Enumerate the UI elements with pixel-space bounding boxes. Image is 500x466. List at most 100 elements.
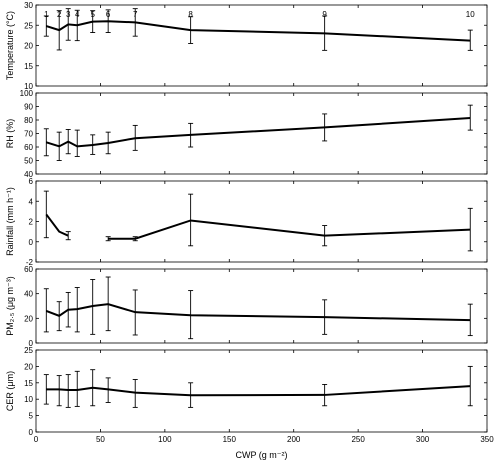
error-bar bbox=[188, 382, 194, 408]
y-tick-label: 10 bbox=[24, 82, 33, 91]
error-bar bbox=[188, 122, 194, 148]
error-bar bbox=[188, 193, 194, 247]
error-bar bbox=[322, 383, 328, 407]
error-bar bbox=[132, 124, 138, 151]
y-tick-label: 30 bbox=[24, 1, 33, 10]
y-tick-label: 20 bbox=[24, 42, 33, 51]
error-bar bbox=[132, 8, 138, 37]
error-bar bbox=[105, 377, 111, 403]
point-label: 5 bbox=[90, 10, 95, 19]
error-bar bbox=[56, 10, 62, 51]
y-axis-label: RH (%) bbox=[5, 119, 15, 149]
point-label: 9 bbox=[322, 10, 327, 19]
y-tick-label: 4 bbox=[29, 197, 34, 206]
y-tick-label: 15 bbox=[24, 62, 33, 71]
y-tick-label: 20 bbox=[24, 362, 33, 371]
panel-3: -2 0 2 4 6 Rainfall (mm h⁻¹) bbox=[5, 177, 488, 267]
x-tick-label: 150 bbox=[223, 435, 237, 444]
point-label: 3 bbox=[66, 10, 71, 19]
error-bar bbox=[65, 291, 71, 328]
y-tick-label: 25 bbox=[24, 21, 33, 30]
series-line bbox=[45, 213, 69, 237]
panel-1: 10 15 20 25 30 Temperature (°C) 1 2 3 4 5 6 7 8 9 10 bbox=[5, 1, 488, 91]
x-tick-label: 0 bbox=[34, 435, 39, 444]
y-axis-label: PM₂.₅ (μg m⁻³) bbox=[5, 276, 15, 336]
x-tick-label: 50 bbox=[96, 435, 105, 444]
y-tick-label: 20 bbox=[24, 314, 33, 323]
error-bar bbox=[65, 374, 71, 408]
error-bar bbox=[322, 113, 328, 142]
y-tick-label: 40 bbox=[24, 290, 33, 299]
y-tick-label: 60 bbox=[24, 265, 33, 274]
series-line bbox=[45, 303, 471, 322]
error-bar bbox=[188, 16, 194, 44]
error-bar bbox=[90, 279, 96, 335]
error-bar bbox=[56, 375, 62, 407]
error-bar bbox=[74, 129, 80, 157]
panel-frame bbox=[35, 349, 488, 433]
x-tick-label: 200 bbox=[287, 435, 301, 444]
point-label: 4 bbox=[75, 10, 80, 19]
error-bar bbox=[467, 104, 473, 131]
y-tick-label: 0 bbox=[29, 238, 34, 247]
y-tick-label: 80 bbox=[24, 116, 33, 125]
error-bar bbox=[43, 190, 49, 239]
error-bar bbox=[105, 276, 111, 332]
error-bar bbox=[43, 374, 49, 405]
y-tick-label: 40 bbox=[24, 170, 33, 179]
panel-4: 0 20 40 60 PM₂.₅ (μg m⁻³) bbox=[5, 265, 488, 348]
error-bar bbox=[43, 288, 49, 333]
panel-frame bbox=[35, 4, 488, 87]
error-bar bbox=[105, 236, 111, 242]
y-tick-label: 90 bbox=[24, 103, 33, 112]
error-bar bbox=[74, 370, 80, 407]
panel-5: 0 5 10 15 20 25 CER (μm) 0 50 100 150 200 250 300 350 bbox=[5, 346, 494, 444]
error-bar bbox=[74, 9, 80, 42]
y-tick-label: 0 bbox=[29, 339, 34, 348]
error-bar bbox=[467, 303, 473, 337]
error-bar bbox=[132, 379, 138, 408]
y-tick-label: 60 bbox=[24, 143, 33, 152]
series-line bbox=[46, 116, 471, 148]
series-line bbox=[46, 20, 471, 42]
panel-2: 40 50 60 70 80 90 100 RH (%) bbox=[5, 89, 488, 179]
x-axis: CWP (g m⁻²) bbox=[235, 450, 287, 460]
x-tick-label: 100 bbox=[158, 435, 172, 444]
error-bar bbox=[322, 15, 328, 51]
error-bar bbox=[90, 369, 96, 407]
error-bar bbox=[74, 287, 80, 333]
series-line bbox=[108, 219, 471, 240]
error-bar bbox=[322, 299, 328, 335]
point-label: 1 bbox=[44, 10, 49, 19]
error-bar bbox=[467, 29, 473, 51]
point-label: 7 bbox=[133, 10, 138, 19]
error-bar bbox=[43, 128, 49, 157]
panel-frame bbox=[35, 268, 488, 344]
y-tick-label: 0 bbox=[29, 428, 34, 437]
error-bar bbox=[65, 8, 71, 41]
error-bar bbox=[322, 225, 328, 247]
x-tick-label: 300 bbox=[416, 435, 430, 444]
error-bar bbox=[56, 131, 62, 161]
error-bar bbox=[132, 236, 138, 242]
y-tick-label: -2 bbox=[26, 258, 34, 267]
point-label: 6 bbox=[106, 10, 111, 19]
error-bar bbox=[65, 128, 71, 155]
error-bar bbox=[65, 231, 71, 241]
y-tick-label: 50 bbox=[24, 157, 33, 166]
series-line bbox=[46, 385, 471, 397]
y-tick-label: 15 bbox=[24, 379, 33, 388]
y-axis-label: Rainfall (mm h⁻¹) bbox=[5, 187, 15, 256]
error-bar bbox=[132, 289, 138, 336]
error-bar bbox=[90, 10, 96, 33]
point-label: 2 bbox=[57, 10, 62, 19]
x-tick-label: 250 bbox=[351, 435, 365, 444]
error-bar bbox=[43, 15, 49, 37]
error-bar bbox=[56, 301, 62, 332]
error-bar bbox=[90, 134, 96, 155]
x-axis-label: CWP (g m⁻²) bbox=[235, 450, 287, 460]
y-tick-label: 25 bbox=[24, 346, 33, 355]
point-label: 10 bbox=[466, 10, 475, 19]
